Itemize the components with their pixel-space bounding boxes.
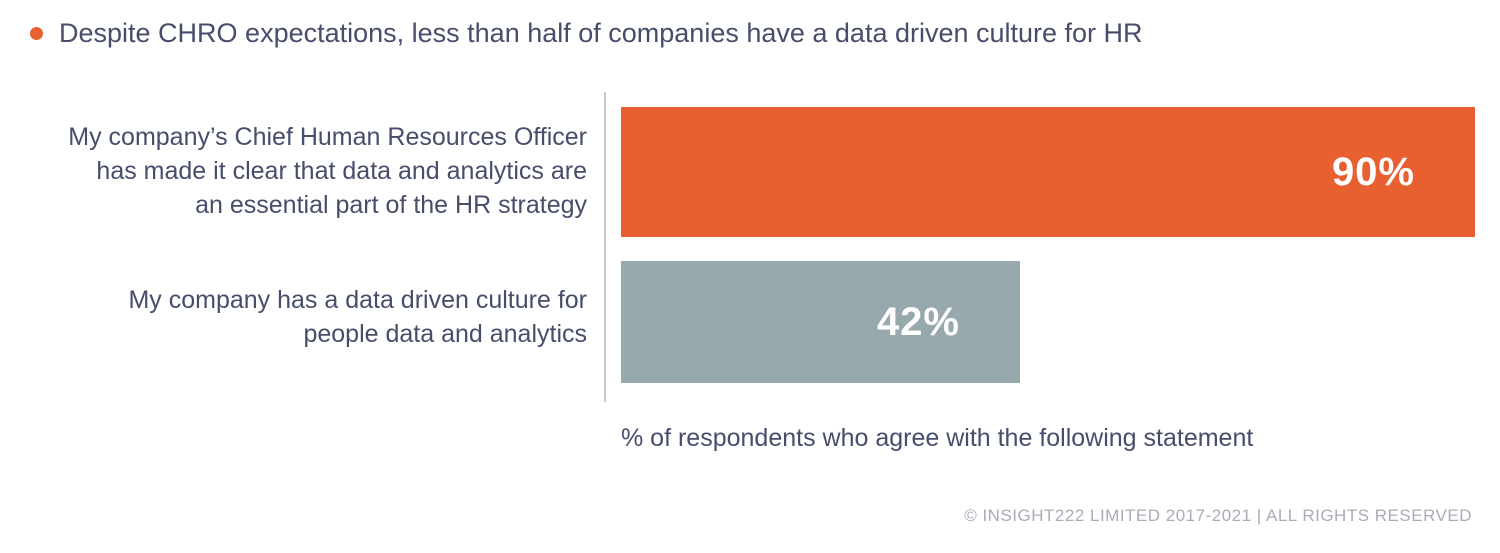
- category-label-line: has made it clear that data and analytic…: [96, 157, 587, 185]
- category-label-2: My company has a data driven culture for…: [0, 283, 587, 351]
- bullet-dot-icon: [30, 27, 43, 40]
- headline: Despite CHRO expectations, less than hal…: [30, 18, 1143, 49]
- category-label-line: people data and analytics: [303, 320, 587, 348]
- headline-text: Despite CHRO expectations, less than hal…: [59, 18, 1143, 48]
- category-axis-line: [604, 92, 606, 402]
- bar-1: 90%: [621, 107, 1475, 237]
- category-label-line: an essential part of the HR strategy: [195, 191, 587, 219]
- copyright-footer: © INSIGHT222 LIMITED 2017-2021 | ALL RIG…: [964, 506, 1472, 525]
- bar-value-label-1: 90%: [1331, 149, 1415, 194]
- category-label-1: My company’s Chief Human Resources Offic…: [0, 120, 587, 222]
- x-axis-label: % of respondents who agree with the foll…: [621, 424, 1254, 452]
- category-label-line: My company’s Chief Human Resources Offic…: [68, 123, 587, 151]
- bar-2: 42%: [621, 261, 1020, 383]
- bar-value-label-2: 42%: [876, 299, 960, 344]
- category-label-line: My company has a data driven culture for: [128, 286, 587, 314]
